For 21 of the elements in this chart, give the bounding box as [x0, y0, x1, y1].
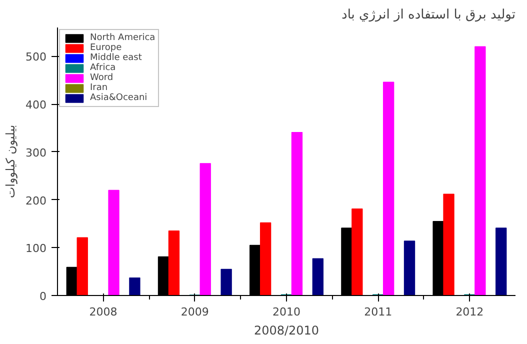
legend-label: Iran [90, 83, 109, 93]
y-tick-label: 300 [26, 146, 47, 160]
legend-label: Middle east [90, 53, 142, 63]
y-tick-label: 200 [26, 194, 47, 208]
legend-label: North America [90, 33, 156, 43]
x-tick-label: 2011 [364, 306, 392, 318]
legend-label: Asia&Oceani [90, 93, 148, 103]
x-tick-label: 2009 [180, 306, 209, 318]
x-tick-label: 2010 [272, 306, 301, 318]
y-tick-label: 0 [40, 290, 46, 303]
x-tick-label: 2012 [456, 306, 484, 318]
x-axis-title: 2008/2010 [254, 324, 320, 338]
y-tick-label: 400 [26, 98, 47, 112]
chart-title: توليد برق با استفاده از انرژي باد [342, 8, 516, 22]
y-axis-title: بيليون كيلووات [4, 124, 18, 198]
legend-label: Europe [90, 43, 122, 53]
y-tick-label: 100 [26, 242, 47, 256]
legend-label: Word [90, 73, 114, 83]
y-tick-label: 500 [26, 50, 47, 64]
legend-label: Africa [90, 63, 116, 73]
x-tick-label: 2008 [89, 306, 118, 318]
